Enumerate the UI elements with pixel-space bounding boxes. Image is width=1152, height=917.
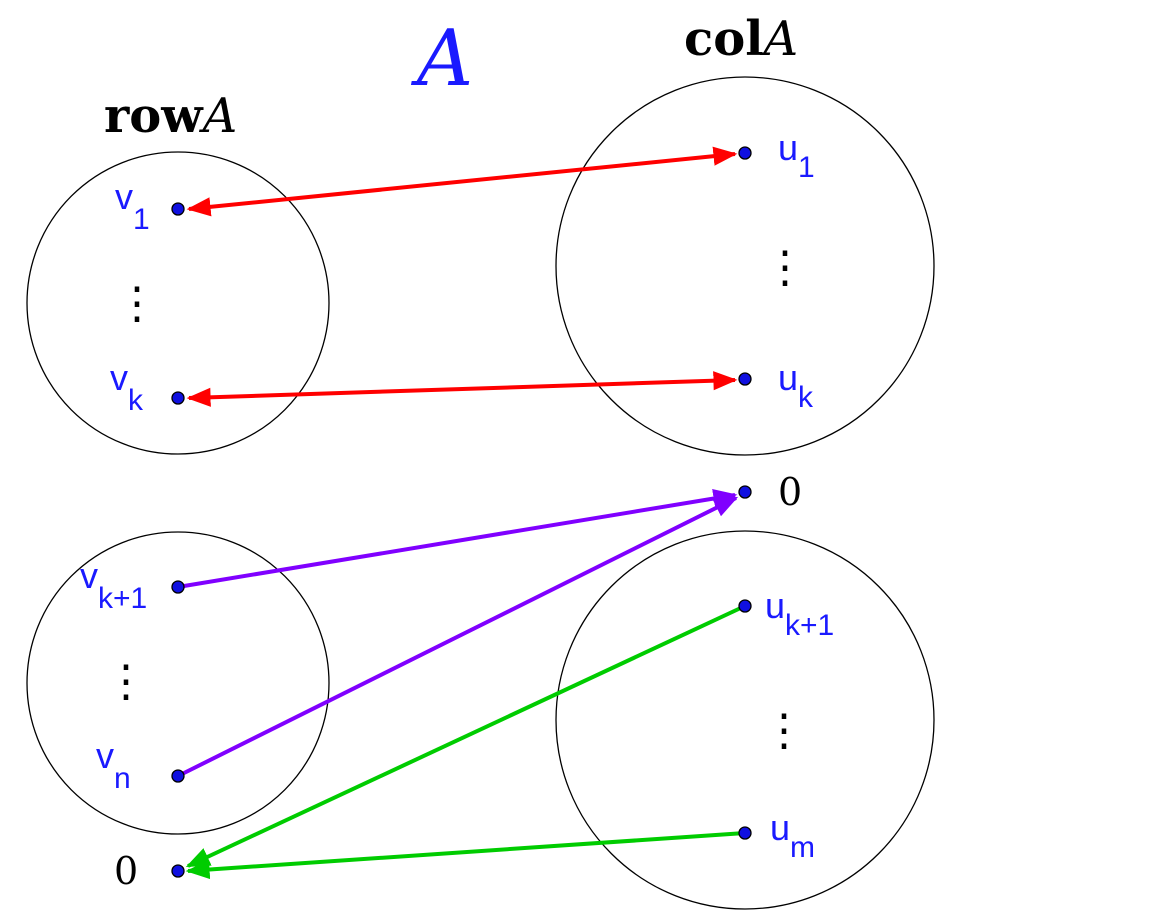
label-vk1: vk+1 [80, 555, 147, 615]
label-zero-row: 0 [114, 849, 138, 893]
ellipsis-col-space: ⋮ [763, 242, 807, 293]
label-um: um [770, 807, 815, 864]
ellipsis-row-space: ⋮ [115, 278, 159, 329]
ellipsis-left-null-space: ⋮ [762, 705, 806, 756]
label-zero-col: 0 [778, 470, 802, 514]
label-uk: uk [778, 357, 814, 414]
ellipsis-null-space: ⋮ [104, 656, 148, 707]
point-vk1 [171, 580, 185, 594]
col-space-circle [555, 76, 935, 456]
row-space-heading: rowA [104, 88, 237, 144]
left-null-space-circle [555, 530, 935, 910]
label-u1: u1 [778, 127, 815, 184]
arrow-uk1-zero [185, 604, 746, 868]
null-space-circle [26, 531, 330, 835]
label-v1: v1 [115, 176, 150, 236]
point-zero-row [171, 864, 185, 878]
point-v1 [171, 202, 185, 216]
point-uk1 [738, 599, 752, 613]
point-vk [171, 391, 185, 405]
arrow-v1-u1 [186, 146, 738, 217]
point-zero-col [738, 485, 752, 499]
col-space-heading: colA [684, 11, 798, 67]
point-um [738, 826, 752, 840]
row-space-circle [26, 151, 330, 455]
arrow-vn-zero [177, 496, 739, 778]
label-vk: vk [110, 357, 144, 417]
point-vn [171, 769, 185, 783]
arrow-um-zero [185, 831, 746, 880]
point-uk [738, 372, 752, 386]
point-u1 [738, 146, 752, 160]
arrow-vk1-zero [177, 489, 738, 589]
label-uk1: uk+1 [765, 585, 834, 642]
arrow-vk-uk [186, 371, 738, 407]
label-vn: vn [96, 735, 131, 795]
diagram-title: A [411, 14, 473, 104]
